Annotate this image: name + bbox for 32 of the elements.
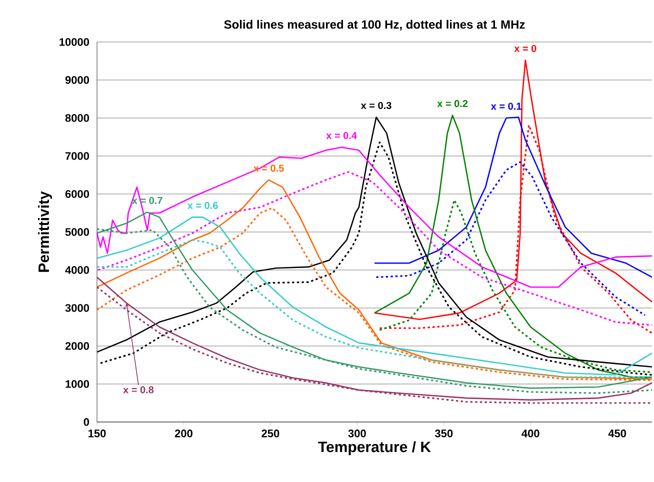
x-tick-label: 250 [262,430,280,438]
y-tick-label: 2000 [65,342,90,350]
x-tick-label: 300 [348,430,366,438]
y-tick-label: 3000 [65,304,90,312]
y-tick-label: 7000 [65,152,90,160]
annotation: x = 0.6 [187,202,218,209]
x-axis-title: Temperature / K [318,441,431,456]
annotation: x = 0.8 [123,386,154,394]
y-tick-label: 9000 [65,76,90,84]
line-series [374,114,653,378]
annotation: x = 0 [514,44,536,52]
line-series [96,146,653,288]
chart-title: Solid lines measured at 100 Hz, dotted lines at 1 MHz [224,20,525,30]
y-tick-label: 0 [84,418,90,426]
line-series [97,171,653,326]
annotation: x = 0.3 [360,102,392,110]
line-series [374,116,653,278]
annotation: x = 0.2 [437,100,468,108]
y-tick-label: 6000 [65,190,90,198]
y-tick-label: 4000 [65,266,90,274]
y-axis-title: Permittivity [38,191,52,272]
x-tick-label: 400 [522,430,540,438]
y-tick-label: 8000 [65,114,90,122]
x-tick-label: 200 [174,430,192,438]
y-tick-label: 1000 [66,380,90,388]
x-tick-label: 150 [88,430,106,438]
x-tick-label: 450 [608,430,626,438]
annotation: x = 0.4 [326,132,357,140]
line-series [375,161,646,316]
y-tick-label: 5000 [65,228,90,236]
x-tick-label: 350 [434,430,453,438]
y-tick-label: 10000 [60,38,90,46]
